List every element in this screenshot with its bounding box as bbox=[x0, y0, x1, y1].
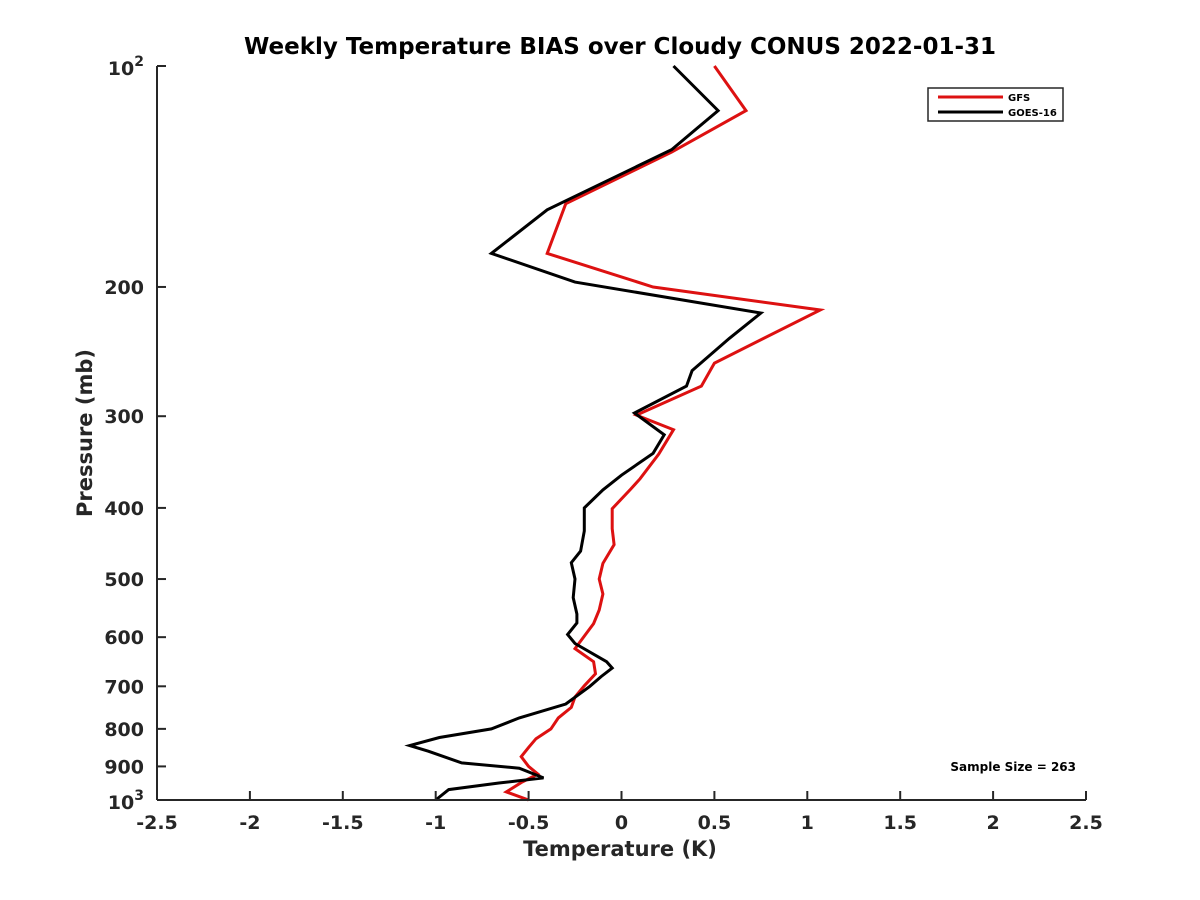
legend-box bbox=[927, 87, 1064, 122]
y-tick-label: 700 bbox=[104, 676, 144, 698]
y-axis-label: Pressure (mb) bbox=[73, 349, 97, 517]
x-tick-label: -0.5 bbox=[508, 812, 550, 834]
y-tick-label: 900 bbox=[104, 756, 144, 778]
x-tick-label: -1 bbox=[425, 812, 446, 834]
y-tick-label: 500 bbox=[104, 569, 144, 591]
x-tick-label: -2 bbox=[239, 812, 260, 834]
x-tick-label: 0 bbox=[615, 812, 628, 834]
series-line-goes-16 bbox=[404, 64, 765, 802]
x-tick-label: 2.5 bbox=[1069, 812, 1103, 834]
x-tick-label: 1.5 bbox=[883, 812, 917, 834]
y-tick-label: 600 bbox=[104, 627, 144, 649]
x-tick-label: 2 bbox=[986, 812, 999, 834]
x-tick-label: 1 bbox=[801, 812, 814, 834]
x-axis-label: Temperature (K) bbox=[523, 837, 717, 861]
y-tick-label: 800 bbox=[104, 719, 144, 741]
legend-label-goes-16: GOES-16 bbox=[1008, 108, 1057, 119]
ticks-layer: -2.5 -2 -1.5 -1 -0.5 0 0.5 1 1.5 2 2.5 200 300 400 500… bbox=[104, 54, 1103, 834]
x-tick-label: -2.5 bbox=[136, 812, 178, 834]
legend-label-gfs: GFS bbox=[1008, 93, 1030, 104]
chart-title: Weekly Temperature BIAS over Cloudy CONU… bbox=[244, 34, 996, 60]
legend: GFS GOES-16 bbox=[927, 87, 1064, 122]
y-tick-label: 300 bbox=[104, 406, 144, 428]
sample-size-label: Sample Size = 263 bbox=[950, 760, 1076, 774]
y-tick-label-bottom: 103 bbox=[108, 788, 144, 814]
y-tick-label: 400 bbox=[104, 498, 144, 520]
y-tick-label: 200 bbox=[104, 277, 144, 299]
x-tick-label: -1.5 bbox=[322, 812, 364, 834]
series-line-gfs bbox=[502, 65, 826, 802]
series-layer bbox=[404, 64, 826, 802]
y-tick-label-top: 102 bbox=[108, 54, 144, 80]
x-tick-label: 0.5 bbox=[698, 812, 732, 834]
